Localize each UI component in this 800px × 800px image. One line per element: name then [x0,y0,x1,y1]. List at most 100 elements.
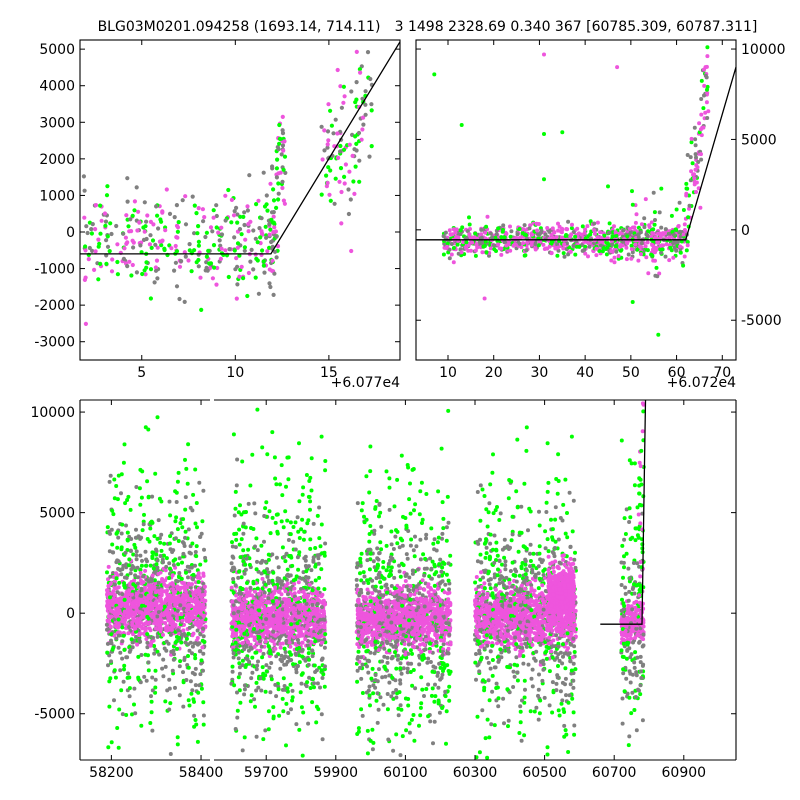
data-point [624,245,629,250]
data-point [237,274,242,279]
data-point [272,249,278,254]
data-point [630,189,634,194]
data-point [263,689,268,694]
data-point [195,599,200,604]
data-point [175,742,180,747]
data-point [288,520,293,525]
data-point [201,713,206,718]
data-point [201,219,206,224]
data-point [306,662,311,667]
data-point [541,242,546,247]
data-point [231,432,236,437]
data-point [659,225,664,230]
data-point [613,230,618,235]
data-point [105,588,109,593]
data-point [627,226,632,231]
data-point [272,271,277,276]
data-point [445,241,450,246]
data-point [143,568,148,573]
panel-top-left: 5 10 15-3000-2000-100001000200030004000500… [34,39,401,391]
data-point [164,187,169,192]
data-point [230,669,235,674]
data-point [279,519,284,524]
data-point [122,663,127,668]
data-point [115,530,120,535]
data-point [127,259,132,264]
data-point [192,248,197,253]
data-point [260,558,265,563]
data-point [280,131,286,136]
data-point [678,234,683,239]
data-point [341,147,347,152]
data-point [153,621,158,626]
data-point [159,599,164,604]
data-point [335,131,340,136]
data-point [668,245,673,250]
data-point [592,221,597,226]
data-point [194,544,199,549]
data-point [154,600,158,604]
data-point [156,571,161,576]
data-point [297,590,301,594]
data-point [610,242,615,247]
x-tick-label: 5 [137,365,146,381]
data-point [136,597,141,602]
data-point [179,259,184,264]
data-point [432,72,437,77]
data-point [187,248,192,253]
data-point [107,529,112,534]
data-point [358,70,363,75]
data-point [482,296,487,301]
data-point [645,248,650,253]
data-point [194,722,199,727]
data-point [199,658,204,663]
data-point [158,629,163,634]
data-point [119,572,124,577]
data-point [125,614,130,619]
data-point [659,186,664,191]
data-point [145,577,150,582]
data-point [642,225,647,230]
data-point [309,568,314,573]
data-point [651,258,656,263]
data-point [248,259,253,264]
data-point [125,264,130,269]
data-point [260,445,265,450]
data-point [107,653,112,658]
data-point [120,522,125,527]
data-point [194,501,199,505]
data-point [333,176,338,181]
data-point [120,625,125,630]
data-point [307,632,312,636]
data-point [556,221,560,226]
data-point [149,694,153,699]
x-tick-label: 20 [485,365,503,381]
data-point [276,197,281,202]
data-point [135,581,140,586]
data-point [317,536,322,541]
data-point [223,218,228,223]
data-point [271,214,276,219]
data-point [599,243,603,248]
data-point [273,585,278,590]
data-point [469,248,473,253]
data-point [285,567,290,572]
data-point [195,636,200,640]
data-point [297,727,302,732]
data-point [246,547,251,552]
data-point [115,545,120,550]
data-point [126,224,131,229]
data-point [134,185,139,190]
data-point [454,234,459,239]
data-point [200,519,205,524]
data-point [354,49,359,55]
data-point [656,332,661,337]
data-point [254,202,259,207]
data-point [561,251,566,256]
data-point [306,651,311,656]
data-point [200,645,205,650]
data-point [263,559,268,564]
data-point [125,610,130,615]
data-point [130,262,135,268]
